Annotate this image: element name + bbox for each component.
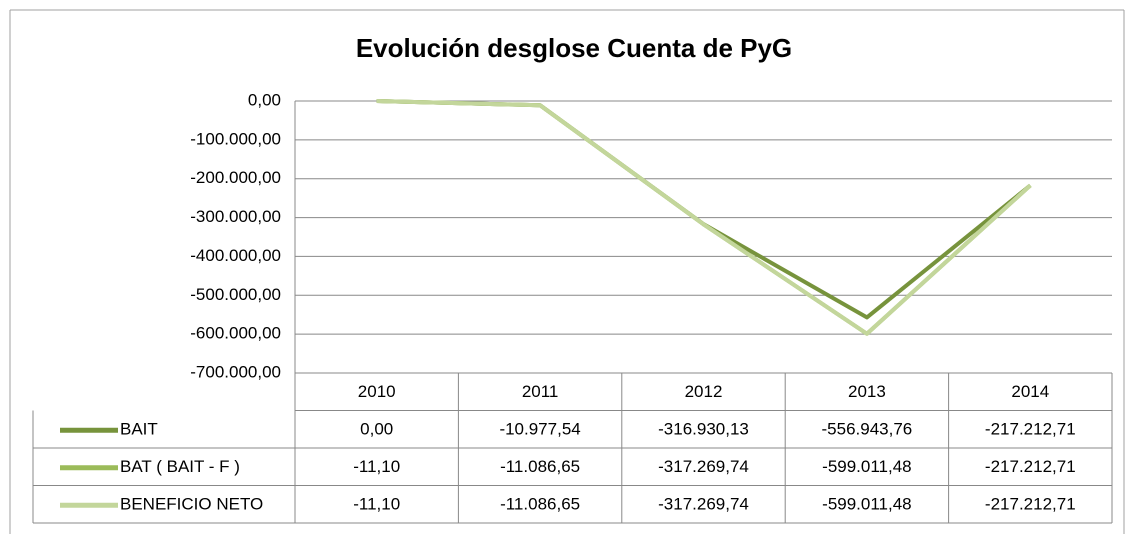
- table-value: -217.212,71: [985, 495, 1076, 514]
- x-tick-label: 2011: [522, 382, 559, 401]
- y-tick-label: -100.000,00: [190, 129, 281, 148]
- x-tick-label: 2014: [1011, 382, 1049, 401]
- y-tick-label: -600.000,00: [190, 324, 281, 343]
- table-value: -316.930,13: [658, 420, 749, 439]
- legend-label: BENEFICIO NETO: [120, 495, 263, 514]
- table-value: -599.011,48: [822, 495, 911, 514]
- table-value: -599.011,48: [822, 457, 911, 476]
- table-value: 0,00: [360, 420, 393, 439]
- y-tick-label: -700.000,00: [190, 362, 281, 381]
- table-value: -11.086,65: [500, 495, 580, 514]
- table-value: -217.212,71: [985, 420, 1076, 439]
- x-tick-label: 2012: [685, 382, 723, 401]
- table-value: -11,10: [353, 457, 400, 476]
- series-line: [376, 99, 1032, 336]
- series-line: [376, 99, 1032, 320]
- legend-label: BAIT: [120, 420, 158, 439]
- y-tick-label: -300.000,00: [190, 207, 281, 226]
- table-value: -11,10: [353, 495, 400, 514]
- chart-title: Evolución desglose Cuenta de PyG: [356, 33, 792, 63]
- y-tick-label: 0,00: [248, 90, 281, 109]
- legend-label: BAT ( BAIT - F ): [120, 457, 240, 476]
- y-tick-label: -500.000,00: [190, 285, 281, 304]
- table-value: -556.943,76: [822, 420, 913, 439]
- table-value: -11.086,65: [500, 457, 580, 476]
- table-value: -10.977,54: [499, 420, 580, 439]
- y-tick-label: -200.000,00: [190, 168, 281, 187]
- table-value: -317.269,74: [658, 495, 749, 514]
- y-tick-label: -400.000,00: [190, 246, 281, 265]
- table-value: -217.212,71: [985, 457, 1076, 476]
- x-tick-label: 2013: [848, 382, 886, 401]
- table-value: -317.269,74: [658, 457, 749, 476]
- x-tick-label: 2010: [358, 382, 396, 401]
